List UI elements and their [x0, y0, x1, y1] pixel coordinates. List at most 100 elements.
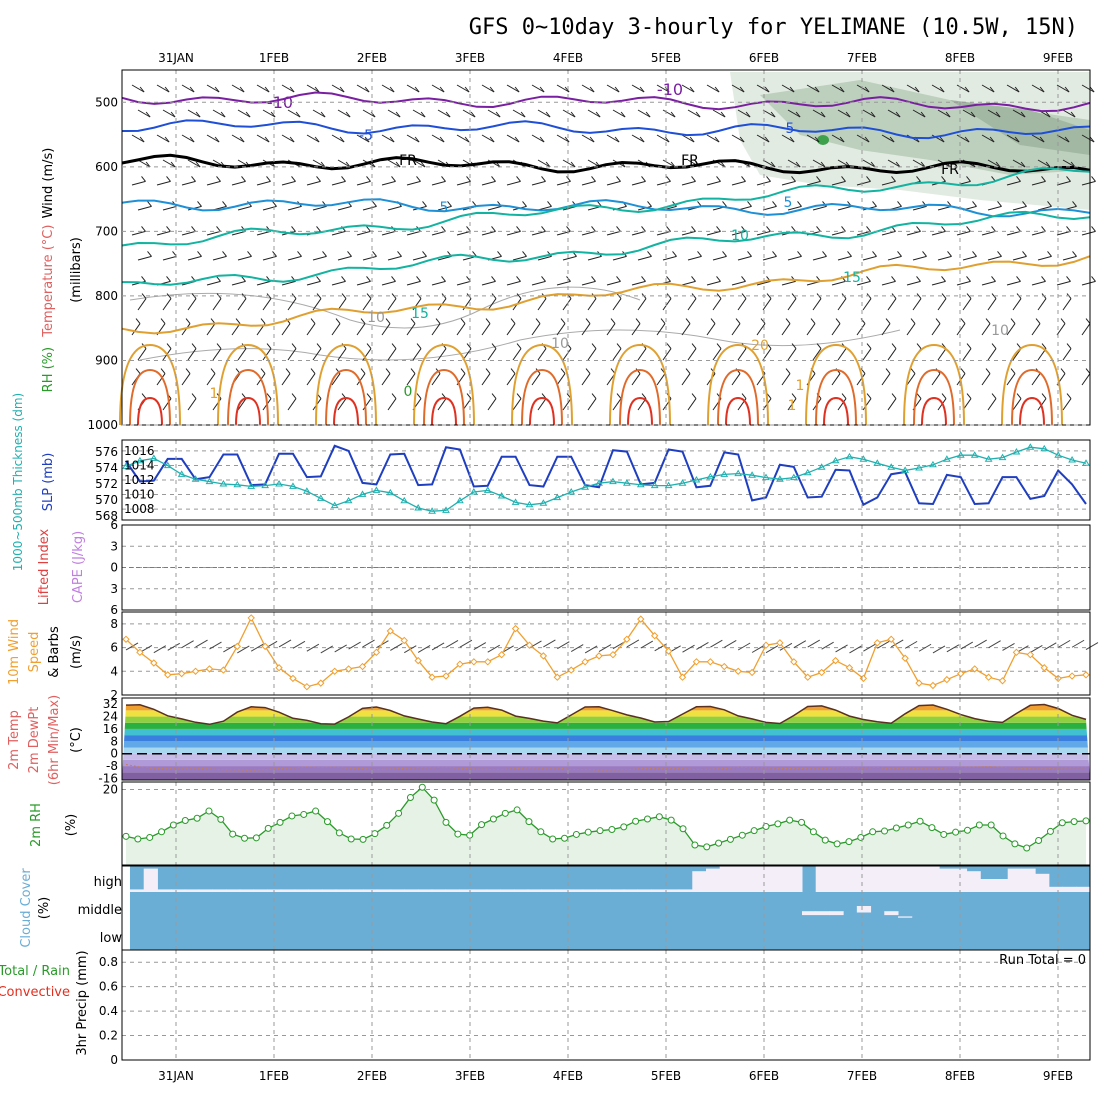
high-clear-segment — [733, 866, 748, 892]
thickness-point — [998, 453, 1007, 461]
rh2m-point — [501, 809, 509, 817]
wind-barb — [1012, 398, 1022, 411]
wind-barb-flag — [322, 251, 327, 257]
wind-barb — [862, 398, 872, 411]
wind-barb-flag — [495, 111, 501, 118]
rh2m-point — [158, 828, 166, 836]
wind-barb — [562, 109, 576, 118]
wind10m-barb — [250, 643, 264, 652]
top-date-label: 5FEB — [651, 51, 681, 65]
wind-barb — [656, 323, 666, 336]
wind-barb — [756, 84, 770, 93]
wind-barb — [606, 323, 616, 336]
wind-barb-flag — [310, 318, 316, 324]
wind-barb — [1081, 134, 1095, 143]
high-clear-segment — [335, 889, 350, 892]
wind-barb — [237, 298, 247, 311]
wind-barb — [181, 180, 196, 186]
wind10m-point — [177, 669, 186, 678]
wind-barb-flag — [185, 368, 191, 374]
thickness-point — [831, 456, 840, 464]
wind-barb — [1056, 280, 1071, 286]
wind10m-barb — [974, 639, 987, 648]
wind-barb-flag — [141, 293, 147, 299]
wind-barb-flag — [485, 318, 491, 324]
high-clear-segment — [404, 889, 419, 892]
wind-barb — [1062, 109, 1076, 118]
wind-barb-flag — [420, 161, 426, 168]
lifted-index-ylabel: Lifted Index — [37, 528, 52, 605]
chart-title: GFS 0~10day 3-hourly for YELIMANE (10.5W… — [469, 15, 1078, 40]
thickness-point — [525, 500, 534, 508]
wind-barb — [437, 205, 452, 211]
high-clear-segment — [431, 889, 446, 892]
wind-barb-flag — [689, 136, 695, 143]
wind-barb-flag — [916, 343, 922, 349]
wind-barb-flag — [191, 176, 196, 182]
wind-barb — [1081, 230, 1096, 236]
wind-barb — [537, 298, 547, 311]
wind-barb-flag — [170, 161, 176, 168]
rh2m-point — [525, 818, 533, 826]
wind-barb-flag — [339, 86, 345, 93]
rh2m-point — [999, 832, 1007, 840]
wind-barb-flag — [685, 368, 691, 374]
wind-barb — [787, 205, 802, 211]
wind-barb-flag — [989, 136, 995, 143]
wind-barb — [362, 205, 377, 211]
wind-barb — [406, 84, 420, 93]
wind-barb-flag — [416, 393, 422, 399]
hottest-lobe — [137, 396, 163, 426]
wind-barb — [362, 398, 372, 411]
wind-barb — [862, 255, 877, 261]
wind10m-point — [970, 665, 979, 673]
thickness-point — [942, 455, 951, 462]
thickness-point — [400, 496, 409, 504]
wind-barb — [587, 298, 597, 311]
wind-barb — [706, 180, 721, 186]
wind-barb — [381, 134, 395, 143]
wind-barb-flag — [222, 251, 227, 257]
wind-barb-flag — [972, 251, 977, 257]
wind10m-point — [191, 667, 200, 675]
wind-barb — [1037, 298, 1047, 311]
high-clear-segment — [774, 866, 789, 892]
high-clear-segment — [418, 889, 433, 892]
wind-barb — [731, 373, 741, 386]
wind10m-point — [776, 639, 784, 647]
thickness-point — [622, 479, 631, 486]
wind-barb — [706, 230, 721, 236]
wind-barb-flag — [985, 318, 991, 324]
li-tick-label: 3 — [110, 539, 118, 553]
wind-barb — [331, 280, 346, 286]
wind-barb-flag — [420, 111, 426, 118]
wind-barb — [1031, 134, 1045, 143]
wind-barb — [656, 373, 666, 386]
high-clear-segment — [760, 866, 776, 892]
wind-barb-flag — [920, 161, 926, 168]
high-clear-segment — [376, 889, 392, 892]
thickness-point — [233, 480, 242, 488]
temp-tick-label: 0 — [110, 747, 118, 761]
wind-barb — [531, 134, 545, 143]
wind-barb-flag — [141, 393, 147, 399]
wind-barb-flag — [895, 161, 901, 168]
contour-label: FR — [941, 162, 959, 178]
temp-band — [122, 710, 1090, 717]
wind-barb — [987, 255, 1002, 261]
rh2m-point — [288, 812, 296, 820]
high-clear-segment — [966, 871, 981, 892]
wind-barb — [587, 398, 597, 411]
wind-barb-flag — [160, 318, 166, 324]
high-clear-segment — [1048, 886, 1064, 892]
wind10m-point — [358, 662, 367, 671]
wind-barb — [631, 84, 645, 93]
thickness-point — [678, 479, 687, 486]
upper-air-ylabel: RH (%) Temperature (°C) Wind (m/s) — [41, 148, 56, 393]
warm-lobe — [413, 343, 475, 426]
wind-barb — [306, 280, 321, 286]
wind-barb — [781, 280, 796, 286]
wind-barb-flag — [735, 318, 741, 324]
rh2m-point — [478, 821, 486, 829]
